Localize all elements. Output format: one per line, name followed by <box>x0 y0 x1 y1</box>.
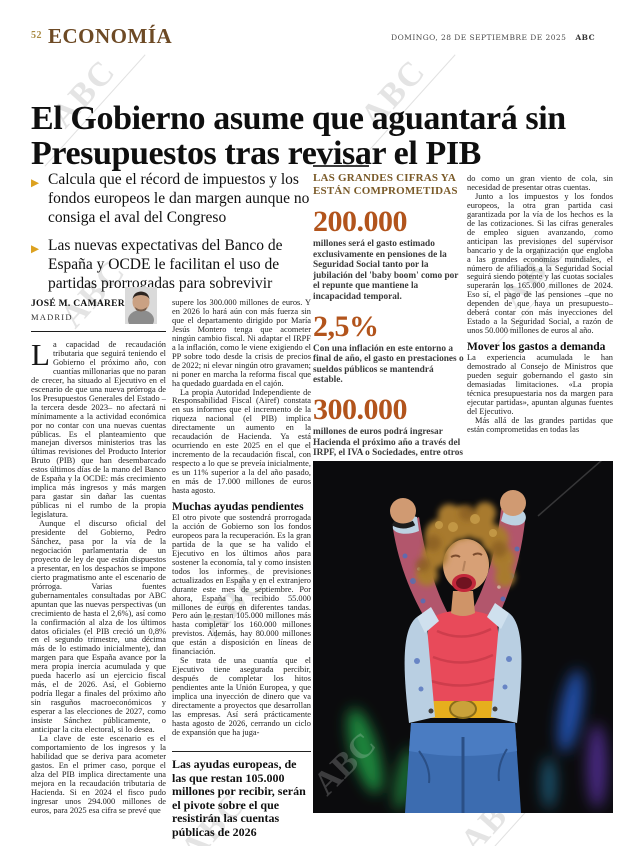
caption-text: Las ayudas europeas, de las que restan 1… <box>172 757 306 839</box>
photo-pull-caption: Las ayudas europeas, de las que restan 1… <box>172 751 311 839</box>
date-text: DOMINGO, 28 DE SEPTIEMBRE DE 2025 <box>391 33 567 42</box>
subheading: Mover los gastos a demanda <box>467 341 606 354</box>
paragraph: Se trata de una cuantía que el Ejecutivo… <box>172 656 311 737</box>
drop-cap: L <box>31 341 50 372</box>
byline-rule <box>31 331 166 332</box>
summary-bullet: ▶ Calcula que el récord de impuestos y l… <box>31 170 317 227</box>
figure-caption: millones de euros podrá ingresar Haciend… <box>313 426 463 459</box>
paragraph: Aunque el discurso oficial del president… <box>31 519 166 734</box>
paragraph: Más allá de las grandes partidas que est… <box>467 415 613 434</box>
masthead: 52 ECONOMÍA DOMINGO, 28 DE SEPTIEMBRE DE… <box>31 24 595 50</box>
paragraph: El otro pivote que sostendrá prorrogada … <box>172 512 311 657</box>
figures-kicker: LAS GRANDES CIFRAS YA ESTÁN COMPROMETIDA… <box>313 172 458 197</box>
paragraph: La propia Autoridad Independiente de Res… <box>172 387 311 496</box>
author-name: JOSÉ M. CAMARERO <box>31 299 133 309</box>
key-figures-box: LAS GRANDES CIFRAS YA ESTÁN COMPROMETIDA… <box>313 165 464 459</box>
subheading: Muchas ayudas pendientes <box>172 500 304 513</box>
article-column-4: do como un gran viento de cola, sin nece… <box>467 175 613 459</box>
author-photo <box>125 287 157 324</box>
paragraph: supere los 300.000 millones de euros. Y … <box>172 299 311 388</box>
bullet-text: Calcula que el récord de impuestos y los… <box>48 171 310 226</box>
bullet-arrow-icon: ▶ <box>31 177 40 189</box>
headline: El Gobierno asume que aguantará sin Pres… <box>31 99 566 172</box>
figure-caption: Con una inflación en este entorno a fina… <box>313 343 464 386</box>
figure-caption: millones será el gasto estimado exclusiv… <box>313 239 459 302</box>
bullet-arrow-icon: ▶ <box>31 243 40 255</box>
summary-bullets: ▶ Calcula que el récord de impuestos y l… <box>31 170 317 302</box>
figure-value: 200.000 <box>313 205 408 238</box>
summary-bullet: ▶ Las nuevas expectativas del Banco de E… <box>31 236 317 293</box>
paragraph: La experiencia acumulada le han demostra… <box>467 353 613 416</box>
dateline: DOMINGO, 28 DE SEPTIEMBRE DE 2025 ABC <box>391 33 595 42</box>
kicker-rule <box>313 165 369 167</box>
paragraph: do como un gran viento de cola, sin nece… <box>467 175 613 192</box>
paragraph: Junto a los impuestos y los fondos europ… <box>467 191 613 336</box>
figure-value: 2,5% <box>313 309 379 343</box>
section-title: ECONOMÍA <box>48 24 173 48</box>
author-location: MADRID <box>31 312 73 322</box>
brand-abc: ABC <box>575 33 595 42</box>
lead-text: a capacidad de recaudación tributaria qu… <box>31 341 166 520</box>
paragraph: La clave de este escenario es el comport… <box>31 733 166 814</box>
byline: JOSÉ M. CAMARERO MADRID <box>31 299 166 322</box>
figure-value: 300.000 <box>313 392 408 426</box>
article-column-2: supere los 300.000 millones de euros. Y … <box>172 299 311 751</box>
bullet-text: Las nuevas expectativas del Banco de Esp… <box>48 237 283 292</box>
caption-rule <box>172 751 311 752</box>
woman-singing-image: ABC <box>306 445 619 813</box>
author-portrait-image <box>125 287 157 324</box>
page-number: 52 <box>31 30 42 41</box>
singer-photo: ABC <box>306 445 619 813</box>
